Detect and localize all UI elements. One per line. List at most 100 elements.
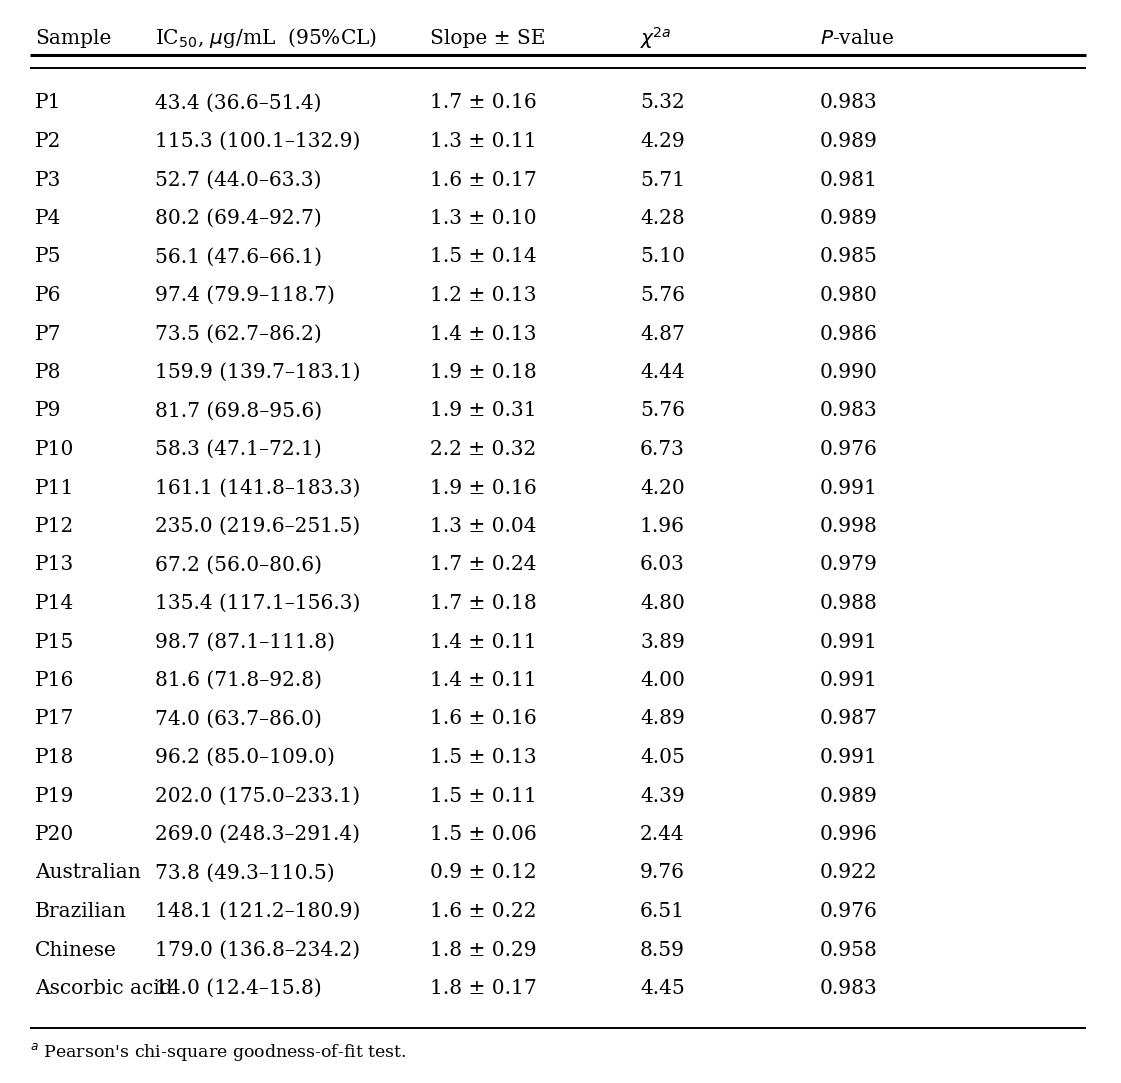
Text: 1.9 ± 0.31: 1.9 ± 0.31 xyxy=(430,402,537,420)
Text: 235.0 (219.6–251.5): 235.0 (219.6–251.5) xyxy=(155,517,360,536)
Text: 43.4 (36.6–51.4): 43.4 (36.6–51.4) xyxy=(155,93,322,113)
Text: 9.76: 9.76 xyxy=(640,863,685,883)
Text: P17: P17 xyxy=(35,709,74,729)
Text: 0.989: 0.989 xyxy=(819,786,878,806)
Text: $\chi$$^{2a}$: $\chi$$^{2a}$ xyxy=(640,25,671,51)
Text: 73.8 (49.3–110.5): 73.8 (49.3–110.5) xyxy=(155,863,335,883)
Text: 0.976: 0.976 xyxy=(819,440,878,459)
Text: 2.2 ± 0.32: 2.2 ± 0.32 xyxy=(430,440,536,459)
Text: 1.4 ± 0.11: 1.4 ± 0.11 xyxy=(430,632,537,652)
Text: 4.45: 4.45 xyxy=(640,979,685,999)
Text: P15: P15 xyxy=(35,632,74,652)
Text: Ascorbic acid: Ascorbic acid xyxy=(35,979,173,999)
Text: IC$_{50}$, $\mu$g/mL  (95%CL): IC$_{50}$, $\mu$g/mL (95%CL) xyxy=(155,26,377,50)
Text: 58.3 (47.1–72.1): 58.3 (47.1–72.1) xyxy=(155,440,322,459)
Text: Slope ± SE: Slope ± SE xyxy=(430,28,546,48)
Text: P1: P1 xyxy=(35,93,62,113)
Text: 1.9 ± 0.18: 1.9 ± 0.18 xyxy=(430,363,537,382)
Text: 2.44: 2.44 xyxy=(640,825,685,844)
Text: 1.6 ± 0.22: 1.6 ± 0.22 xyxy=(430,902,537,921)
Text: 0.986: 0.986 xyxy=(819,325,878,343)
Text: 179.0 (136.8–234.2): 179.0 (136.8–234.2) xyxy=(155,940,360,960)
Text: 4.89: 4.89 xyxy=(640,709,685,729)
Text: P4: P4 xyxy=(35,209,62,229)
Text: 4.28: 4.28 xyxy=(640,209,685,229)
Text: 1.5 ± 0.06: 1.5 ± 0.06 xyxy=(430,825,537,844)
Text: 97.4 (79.9–118.7): 97.4 (79.9–118.7) xyxy=(155,286,335,305)
Text: 4.87: 4.87 xyxy=(640,325,685,343)
Text: 3.89: 3.89 xyxy=(640,632,685,652)
Text: 80.2 (69.4–92.7): 80.2 (69.4–92.7) xyxy=(155,209,322,229)
Text: P8: P8 xyxy=(35,363,62,382)
Text: 0.991: 0.991 xyxy=(819,748,878,767)
Text: P5: P5 xyxy=(35,248,62,266)
Text: 1.8 ± 0.29: 1.8 ± 0.29 xyxy=(430,940,537,960)
Text: 4.00: 4.00 xyxy=(640,671,685,690)
Text: 0.983: 0.983 xyxy=(819,402,878,420)
Text: 67.2 (56.0–80.6): 67.2 (56.0–80.6) xyxy=(155,556,322,574)
Text: 4.44: 4.44 xyxy=(640,363,685,382)
Text: 0.989: 0.989 xyxy=(819,209,878,229)
Text: 5.32: 5.32 xyxy=(640,93,685,113)
Text: 6.51: 6.51 xyxy=(640,902,685,921)
Text: P19: P19 xyxy=(35,786,74,806)
Text: P12: P12 xyxy=(35,517,74,536)
Text: 159.9 (139.7–183.1): 159.9 (139.7–183.1) xyxy=(155,363,361,382)
Text: 0.922: 0.922 xyxy=(819,863,878,883)
Text: 115.3 (100.1–132.9): 115.3 (100.1–132.9) xyxy=(155,132,360,151)
Text: Australian: Australian xyxy=(35,863,141,883)
Text: 0.980: 0.980 xyxy=(819,286,878,305)
Text: 269.0 (248.3–291.4): 269.0 (248.3–291.4) xyxy=(155,825,360,844)
Text: Brazilian: Brazilian xyxy=(35,902,127,921)
Text: P13: P13 xyxy=(35,556,74,574)
Text: 1.5 ± 0.14: 1.5 ± 0.14 xyxy=(430,248,537,266)
Text: 0.990: 0.990 xyxy=(819,363,878,382)
Text: 0.976: 0.976 xyxy=(819,902,878,921)
Text: 8.59: 8.59 xyxy=(640,940,685,960)
Text: P11: P11 xyxy=(35,479,74,497)
Text: 1.9 ± 0.16: 1.9 ± 0.16 xyxy=(430,479,537,497)
Text: 1.6 ± 0.16: 1.6 ± 0.16 xyxy=(430,709,537,729)
Text: 1.7 ± 0.24: 1.7 ± 0.24 xyxy=(430,556,537,574)
Text: 0.985: 0.985 xyxy=(819,248,878,266)
Text: 1.3 ± 0.10: 1.3 ± 0.10 xyxy=(430,209,537,229)
Text: Chinese: Chinese xyxy=(35,940,117,960)
Text: P6: P6 xyxy=(35,286,62,305)
Text: 1.4 ± 0.11: 1.4 ± 0.11 xyxy=(430,671,537,690)
Text: 14.0 (12.4–15.8): 14.0 (12.4–15.8) xyxy=(155,979,322,999)
Text: 0.991: 0.991 xyxy=(819,632,878,652)
Text: 81.7 (69.8–95.6): 81.7 (69.8–95.6) xyxy=(155,402,322,420)
Text: $^{a}$ Pearson's chi-square goodness-of-fit test.: $^{a}$ Pearson's chi-square goodness-of-… xyxy=(30,1041,407,1064)
Text: 4.39: 4.39 xyxy=(640,786,685,806)
Text: 1.2 ± 0.13: 1.2 ± 0.13 xyxy=(430,286,537,305)
Text: Sample: Sample xyxy=(35,28,111,48)
Text: 0.998: 0.998 xyxy=(819,517,878,536)
Text: 0.987: 0.987 xyxy=(819,709,878,729)
Text: 0.981: 0.981 xyxy=(819,170,878,190)
Text: 0.9 ± 0.12: 0.9 ± 0.12 xyxy=(430,863,537,883)
Text: 135.4 (117.1–156.3): 135.4 (117.1–156.3) xyxy=(155,593,360,613)
Text: P3: P3 xyxy=(35,170,62,190)
Text: 4.05: 4.05 xyxy=(640,748,685,767)
Text: 56.1 (47.6–66.1): 56.1 (47.6–66.1) xyxy=(155,248,322,266)
Text: 0.958: 0.958 xyxy=(819,940,878,960)
Text: 5.10: 5.10 xyxy=(640,248,685,266)
Text: P2: P2 xyxy=(35,132,62,151)
Text: 74.0 (63.7–86.0): 74.0 (63.7–86.0) xyxy=(155,709,322,729)
Text: 0.991: 0.991 xyxy=(819,671,878,690)
Text: 1.3 ± 0.04: 1.3 ± 0.04 xyxy=(430,517,537,536)
Text: 0.983: 0.983 xyxy=(819,979,878,999)
Text: P9: P9 xyxy=(35,402,62,420)
Text: P20: P20 xyxy=(35,825,74,844)
Text: 161.1 (141.8–183.3): 161.1 (141.8–183.3) xyxy=(155,479,360,497)
Text: 1.5 ± 0.11: 1.5 ± 0.11 xyxy=(430,786,537,806)
Text: 1.7 ± 0.18: 1.7 ± 0.18 xyxy=(430,593,537,613)
Text: 96.2 (85.0–109.0): 96.2 (85.0–109.0) xyxy=(155,748,335,767)
Text: 148.1 (121.2–180.9): 148.1 (121.2–180.9) xyxy=(155,902,360,921)
Text: 1.4 ± 0.13: 1.4 ± 0.13 xyxy=(430,325,537,343)
Text: 5.76: 5.76 xyxy=(640,402,685,420)
Text: $P$-value: $P$-value xyxy=(819,28,895,48)
Text: P7: P7 xyxy=(35,325,62,343)
Text: 0.989: 0.989 xyxy=(819,132,878,151)
Text: P14: P14 xyxy=(35,593,74,613)
